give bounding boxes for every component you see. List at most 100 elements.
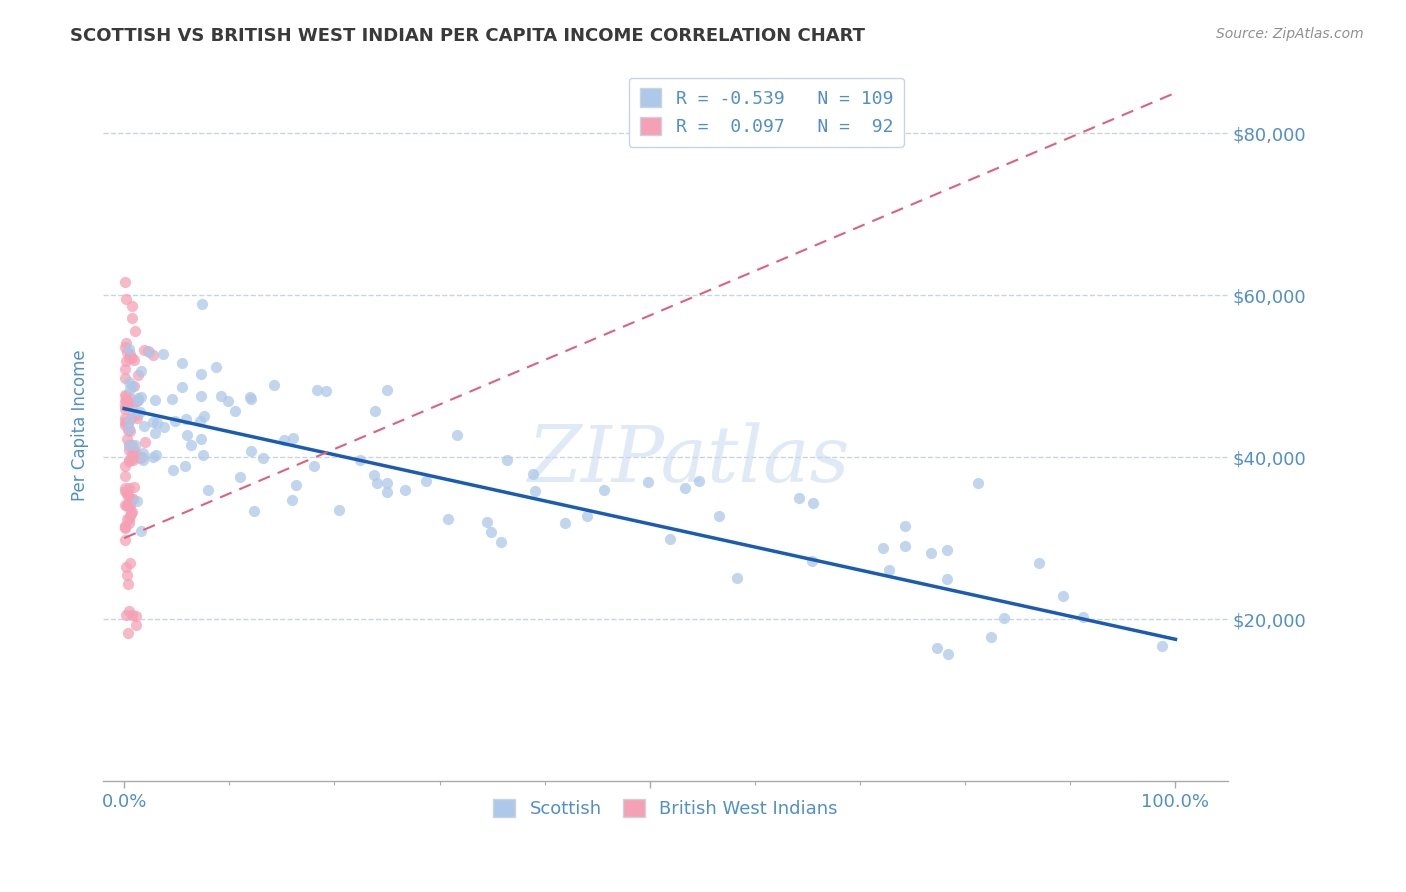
Point xyxy=(115,568,138,582)
Point xyxy=(993,610,1015,624)
Point xyxy=(1028,556,1050,570)
Point xyxy=(592,483,614,497)
Point xyxy=(114,417,136,432)
Text: Source: ZipAtlas.com: Source: ZipAtlas.com xyxy=(1216,27,1364,41)
Point xyxy=(229,469,252,483)
Point xyxy=(120,347,142,361)
Point xyxy=(239,392,262,406)
Point xyxy=(302,459,325,474)
Y-axis label: Per Capita Income: Per Capita Income xyxy=(72,349,89,500)
Point xyxy=(190,432,212,446)
Point xyxy=(688,474,710,488)
Point xyxy=(115,336,138,351)
Point xyxy=(375,484,398,499)
Point xyxy=(122,353,145,368)
Point xyxy=(366,476,388,491)
Point xyxy=(124,324,146,338)
Point xyxy=(122,379,145,393)
Point xyxy=(725,570,748,584)
Legend: Scottish, British West Indians: Scottish, British West Indians xyxy=(486,791,845,825)
Point xyxy=(118,557,141,571)
Point xyxy=(121,379,143,393)
Point xyxy=(1152,639,1174,653)
Point xyxy=(118,438,141,452)
Point xyxy=(118,493,141,508)
Point xyxy=(224,403,246,417)
Point xyxy=(118,481,141,495)
Point xyxy=(285,478,308,492)
Point xyxy=(124,394,146,409)
Point xyxy=(190,367,212,381)
Point xyxy=(263,377,285,392)
Point xyxy=(190,389,212,403)
Point xyxy=(114,370,136,384)
Point xyxy=(375,475,398,490)
Point xyxy=(121,442,143,457)
Point xyxy=(125,494,148,508)
Point xyxy=(252,450,274,465)
Point xyxy=(242,504,264,518)
Point xyxy=(118,390,141,404)
Text: SCOTTISH VS BRITISH WEST INDIAN PER CAPITA INCOME CORRELATION CHART: SCOTTISH VS BRITISH WEST INDIAN PER CAPI… xyxy=(70,27,865,45)
Point xyxy=(117,577,139,591)
Point xyxy=(479,524,502,539)
Point xyxy=(117,626,139,640)
Point xyxy=(152,347,174,361)
Point xyxy=(132,453,155,467)
Point xyxy=(117,442,139,457)
Point xyxy=(118,422,141,436)
Point xyxy=(523,483,546,498)
Point xyxy=(114,520,136,534)
Point xyxy=(142,450,165,464)
Point xyxy=(127,391,149,405)
Point xyxy=(117,398,139,412)
Point xyxy=(115,498,138,512)
Point xyxy=(115,486,138,500)
Point xyxy=(121,492,143,507)
Point xyxy=(707,508,730,523)
Point xyxy=(122,451,145,466)
Point xyxy=(129,390,152,404)
Point xyxy=(121,311,143,326)
Point xyxy=(936,572,959,586)
Point xyxy=(118,453,141,467)
Point xyxy=(115,512,138,526)
Point xyxy=(209,389,232,403)
Point xyxy=(122,480,145,494)
Point xyxy=(1071,610,1094,624)
Point xyxy=(114,458,136,473)
Point xyxy=(118,342,141,356)
Point xyxy=(118,351,141,366)
Point xyxy=(124,444,146,458)
Point xyxy=(477,515,499,529)
Point xyxy=(118,512,141,526)
Point xyxy=(121,404,143,418)
Point xyxy=(204,359,226,374)
Point xyxy=(146,416,169,430)
Point xyxy=(118,508,141,523)
Point xyxy=(180,438,202,452)
Point xyxy=(980,631,1002,645)
Point xyxy=(138,344,160,359)
Point xyxy=(118,414,141,428)
Point xyxy=(121,505,143,519)
Point xyxy=(145,448,167,462)
Point xyxy=(193,409,215,424)
Point xyxy=(115,607,138,622)
Point xyxy=(120,506,142,520)
Point xyxy=(349,453,371,467)
Point xyxy=(118,499,141,513)
Point xyxy=(637,475,659,489)
Point xyxy=(114,498,136,512)
Point xyxy=(131,446,153,460)
Point xyxy=(115,392,138,407)
Point xyxy=(658,532,681,546)
Point xyxy=(174,411,197,425)
Point xyxy=(124,438,146,452)
Point xyxy=(125,408,148,422)
Point xyxy=(522,467,544,481)
Point xyxy=(121,447,143,461)
Point xyxy=(121,437,143,451)
Point xyxy=(188,413,211,427)
Point xyxy=(115,433,138,447)
